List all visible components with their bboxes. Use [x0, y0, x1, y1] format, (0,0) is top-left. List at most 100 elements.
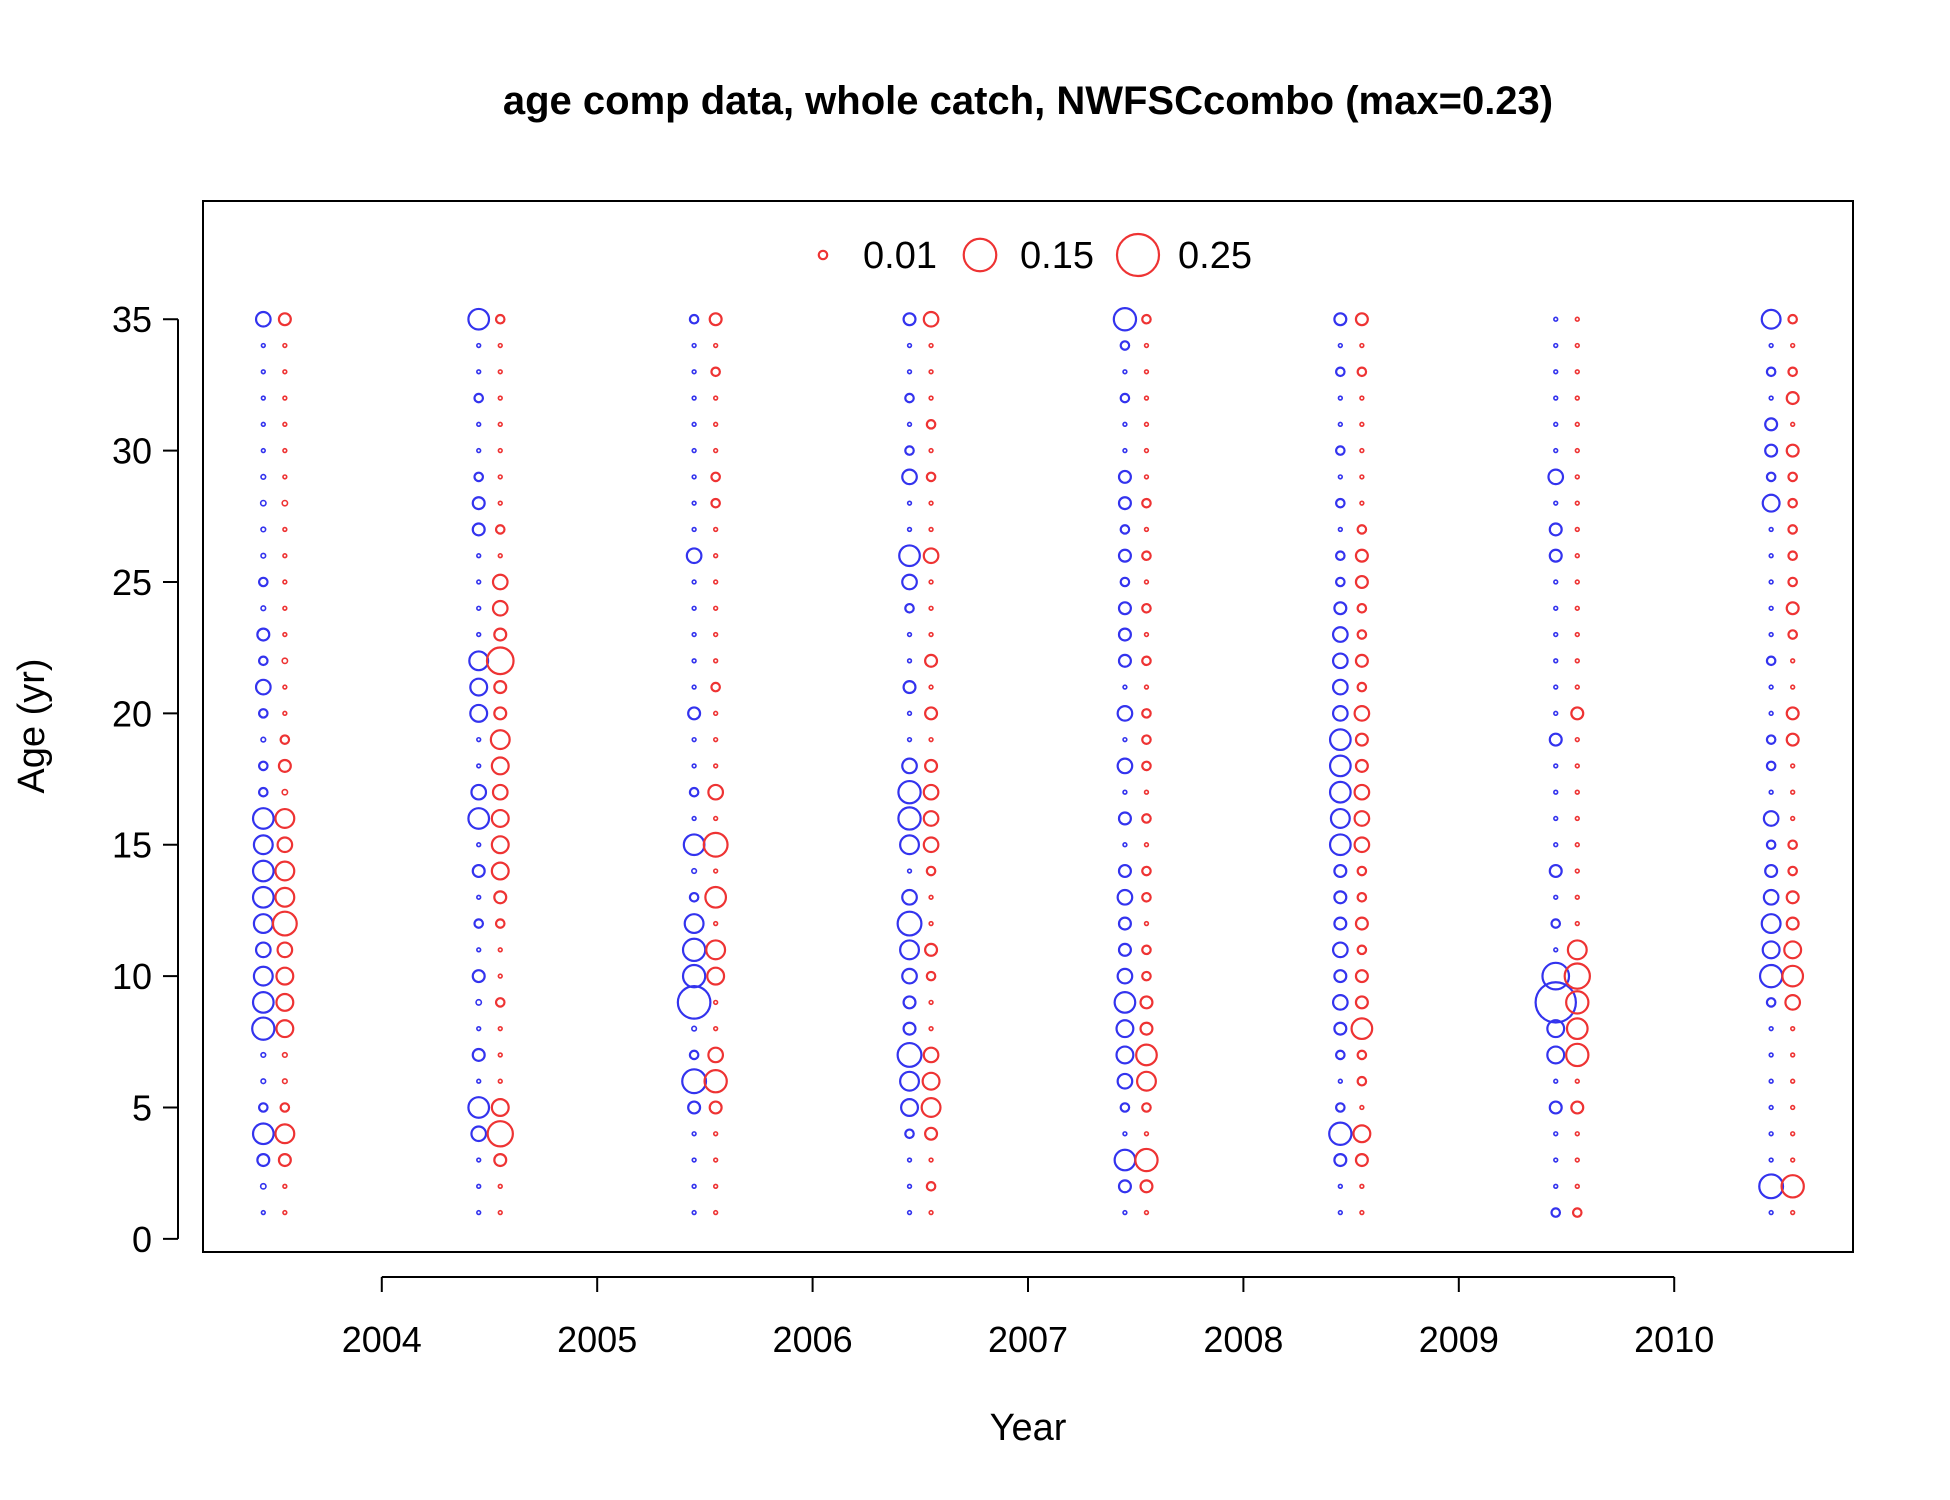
male-bubble — [277, 1152, 292, 1168]
female-bubble — [681, 1068, 708, 1095]
male-bubble — [1574, 369, 1580, 375]
female-bubble — [1115, 1019, 1135, 1039]
female-bubble — [1768, 710, 1774, 717]
male-bubble — [708, 312, 723, 327]
male-bubble — [925, 1181, 937, 1192]
male-bubble — [486, 1120, 514, 1148]
female-bubble — [1333, 890, 1348, 905]
legend-symbol — [962, 237, 998, 273]
female-bubble — [906, 710, 913, 717]
female-bubble — [1768, 1078, 1774, 1084]
male-bubble — [1359, 421, 1365, 428]
male-bubble — [274, 1123, 296, 1145]
male-bubble — [282, 579, 288, 585]
female-bubble — [1333, 1021, 1348, 1036]
female-bubble — [1553, 579, 1559, 585]
male-bubble — [928, 894, 934, 900]
female-bubble — [1122, 842, 1128, 848]
male-bubble — [712, 631, 719, 638]
male-bubble — [925, 419, 937, 430]
male-bubble — [1574, 316, 1580, 322]
male-bubble — [489, 729, 511, 751]
male-bubble — [1790, 342, 1796, 349]
male-bubble — [1790, 658, 1796, 664]
male-bubble — [928, 1025, 934, 1032]
x-tick-label: 2007 — [988, 1319, 1068, 1360]
female-bubble — [1119, 576, 1131, 588]
female-bubble — [252, 965, 274, 987]
female-bubble — [259, 1182, 267, 1190]
male-bubble — [1781, 964, 1805, 988]
male-bubble — [276, 836, 294, 854]
female-bubble — [1553, 316, 1559, 322]
male-bubble — [922, 547, 940, 565]
male-bubble — [282, 684, 288, 690]
male-bubble — [282, 553, 288, 559]
male-bubble — [712, 1157, 719, 1163]
female-bubble — [476, 894, 482, 900]
male-bubble — [1141, 655, 1152, 667]
male-bubble — [282, 421, 288, 428]
male-bubble — [703, 1069, 728, 1094]
female-bubble — [1550, 1207, 1562, 1218]
female-bubble — [1765, 839, 1777, 851]
male-bubble — [279, 1102, 291, 1113]
y-tick-label: 10 — [112, 956, 152, 997]
female-bubble — [1335, 445, 1346, 456]
male-bubble — [491, 783, 509, 801]
male-bubble — [712, 710, 719, 717]
female-bubble — [1764, 863, 1779, 879]
male-bubble — [712, 1131, 719, 1137]
male-bubble — [493, 890, 508, 905]
legend-label: 0.15 — [1020, 235, 1094, 277]
male-bubble — [922, 810, 940, 827]
female-bubble — [1765, 366, 1777, 378]
female-bubble — [1534, 981, 1577, 1024]
female-bubble — [1553, 710, 1559, 717]
female-bubble — [1117, 916, 1132, 931]
male-bubble — [1141, 970, 1152, 982]
male-bubble — [490, 861, 510, 881]
x-tick-label: 2006 — [773, 1319, 853, 1360]
male-bubble — [925, 865, 937, 877]
female-bubble — [1553, 1157, 1559, 1163]
female-bubble — [906, 500, 913, 506]
chart-title: age comp data, whole catch, NWFSCcombo (… — [503, 79, 1553, 123]
female-bubble — [691, 1131, 697, 1137]
female-bubble — [1768, 579, 1774, 585]
female-bubble — [1117, 863, 1132, 879]
female-bubble — [476, 1078, 482, 1084]
male-bubble — [497, 342, 503, 349]
male-bubble — [276, 941, 294, 959]
male-bubble — [712, 1209, 719, 1216]
female-bubble — [1116, 967, 1134, 985]
male-bubble — [1359, 1183, 1365, 1189]
female-bubble — [1335, 1102, 1346, 1113]
female-bubble — [906, 631, 913, 638]
female-bubble — [1329, 807, 1351, 829]
male-bubble — [282, 342, 288, 349]
male-bubble — [1790, 1104, 1796, 1111]
female-bubble — [1122, 447, 1128, 454]
female-bubble — [258, 1102, 269, 1113]
male-bubble — [1141, 944, 1152, 956]
male-bubble — [1354, 732, 1369, 747]
female-bubble — [1117, 469, 1132, 484]
female-bubble — [1116, 888, 1134, 906]
female-bubble — [476, 842, 482, 848]
male-bubble — [924, 758, 939, 773]
female-bubble — [902, 312, 917, 327]
male-bubble — [1565, 1017, 1589, 1041]
female-bubble — [258, 655, 269, 667]
female-bubble — [906, 1209, 913, 1216]
male-bubble — [1574, 395, 1580, 401]
female-bubble — [1331, 678, 1349, 696]
y-tick-label: 15 — [112, 825, 152, 866]
male-bubble — [710, 497, 721, 509]
female-bubble — [469, 703, 489, 723]
female-bubble — [1764, 443, 1779, 458]
female-bubble — [476, 447, 482, 454]
male-bubble — [1574, 842, 1580, 848]
male-bubble — [712, 999, 719, 1006]
male-bubble — [1354, 969, 1369, 984]
